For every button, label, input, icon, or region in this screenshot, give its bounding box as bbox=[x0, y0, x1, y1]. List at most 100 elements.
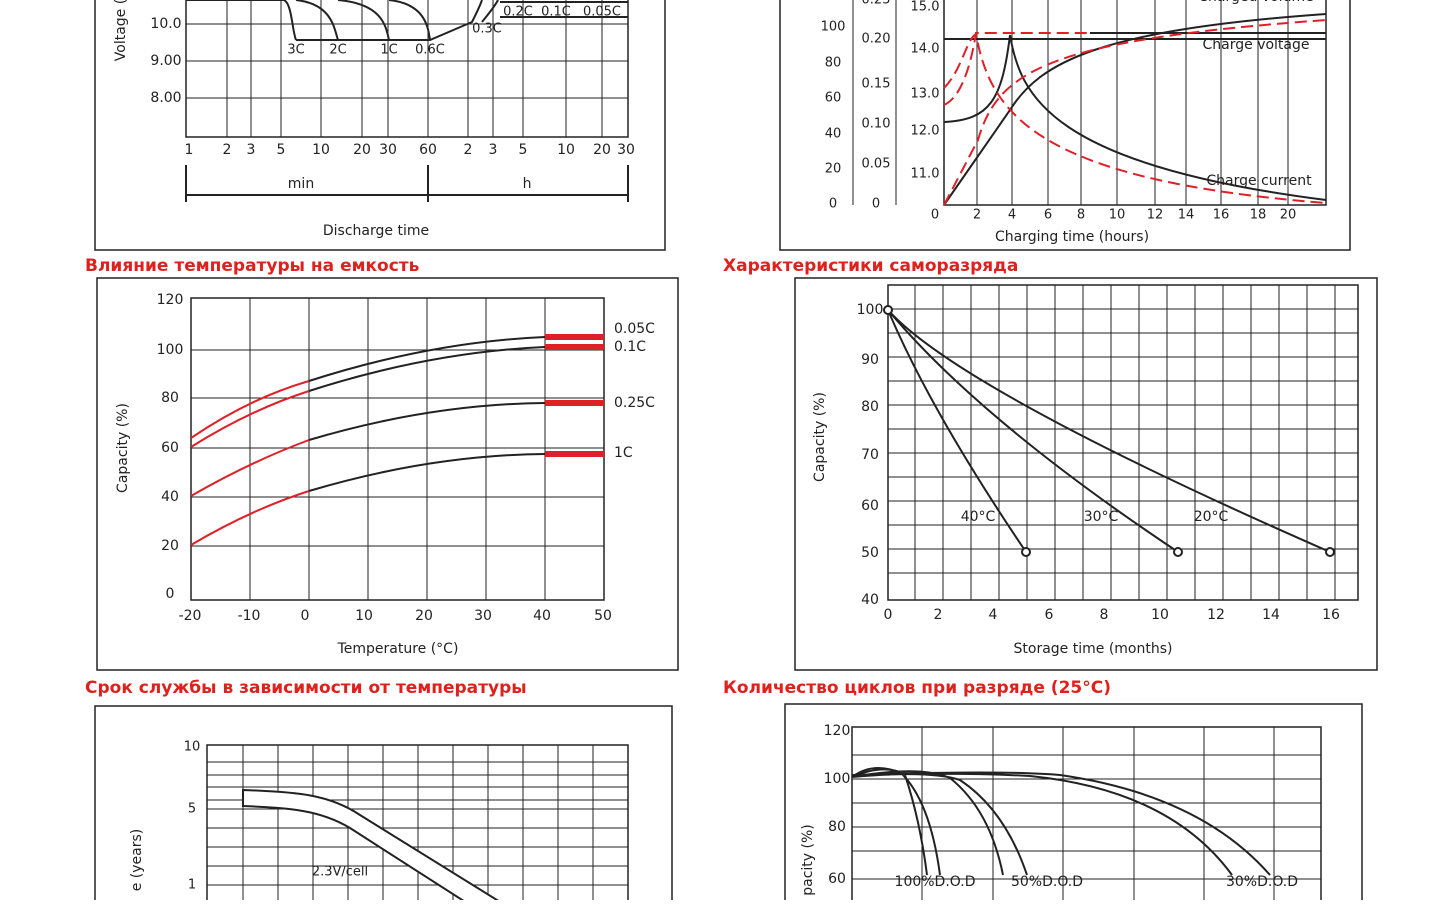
curve-label: 100%D.O.D bbox=[895, 874, 976, 890]
y-tick-label: 0.10 bbox=[862, 117, 891, 132]
y-tick-label: 100 bbox=[857, 302, 884, 318]
y-tick-label: 60 bbox=[828, 871, 846, 887]
y-tick-label: 0 bbox=[829, 197, 837, 212]
curve bbox=[943, 13, 1327, 206]
panel-frame bbox=[784, 703, 1363, 904]
curve-label: 0.2C bbox=[503, 5, 533, 20]
axis-title: Temperature (°C) bbox=[337, 641, 459, 657]
x-tick-label: 8 bbox=[1077, 208, 1085, 223]
curve bbox=[851, 767, 1271, 876]
plot-area bbox=[206, 744, 629, 904]
axis-title: Storage time (months) bbox=[1014, 641, 1173, 657]
section-heading: Характеристики саморазряда bbox=[723, 256, 1018, 276]
plot-area bbox=[943, 0, 1327, 206]
curve-label: 0.25C bbox=[614, 395, 655, 411]
axis-title: pacity (%) bbox=[800, 824, 816, 896]
curve-label: 1C bbox=[380, 43, 397, 58]
y-tick-label: 40 bbox=[861, 592, 879, 608]
curve-label: 3C bbox=[287, 43, 304, 58]
curve-label: Charge voltage bbox=[1203, 37, 1310, 53]
x-tick-label: 14 bbox=[1178, 208, 1195, 223]
section-heading: Влияние температуры на емкость bbox=[85, 256, 419, 276]
y-tick-label: 5 bbox=[188, 802, 196, 817]
x-tick-label: 2 bbox=[223, 142, 232, 158]
y-tick-label: 12.0 bbox=[911, 124, 940, 139]
curve bbox=[308, 336, 546, 492]
y-tick-label: 20 bbox=[825, 162, 842, 177]
y-tick-label: 60 bbox=[861, 498, 879, 514]
x-tick-label: 10 bbox=[312, 142, 330, 158]
curve-markers bbox=[883, 305, 1335, 557]
x-tick-label: 2 bbox=[464, 142, 473, 158]
curve-label: 30°C bbox=[1084, 509, 1119, 525]
x-tick-label: 4 bbox=[989, 607, 998, 623]
x-tick-label: 5 bbox=[519, 142, 528, 158]
unit-label: h bbox=[523, 176, 532, 192]
y-tick-label: 60 bbox=[161, 440, 179, 456]
curve-label: Charge current bbox=[1206, 173, 1312, 189]
x-tick-label: 0 bbox=[884, 607, 893, 623]
x-tick-label: 30 bbox=[379, 142, 397, 158]
y-tick-label: 0.25 bbox=[862, 0, 891, 8]
y-tick-label: 80 bbox=[161, 390, 179, 406]
x-tick-label: 30 bbox=[617, 142, 635, 158]
range-arrows bbox=[185, 165, 629, 202]
y-tick-label: 80 bbox=[861, 399, 879, 415]
curve-label: 40°C bbox=[961, 509, 996, 525]
y-tick-label: 11.0 bbox=[911, 167, 940, 182]
x-tick-label: 40 bbox=[533, 608, 551, 624]
x-tick-label: 10 bbox=[355, 608, 373, 624]
section-heading: Количество циклов при разряде (25°C) bbox=[723, 678, 1111, 698]
curve-label: 50%D.O.D bbox=[1011, 874, 1083, 890]
y-tick-label: 70 bbox=[861, 447, 879, 463]
x-tick-label: 20 bbox=[353, 142, 371, 158]
y-tick-label: 100 bbox=[157, 342, 184, 358]
plot-area bbox=[887, 284, 1359, 601]
curve-label: 0.3C bbox=[472, 22, 502, 37]
x-tick-label: 18 bbox=[1250, 208, 1267, 223]
x-tick-label: 5 bbox=[277, 142, 286, 158]
curve-label: 1C bbox=[614, 445, 633, 461]
x-tick-label: 6 bbox=[1044, 208, 1052, 223]
curve-label: Charged volume bbox=[1198, 0, 1313, 5]
y-tick-label: 0.20 bbox=[862, 32, 891, 47]
curve-label: 0.05C bbox=[614, 321, 655, 337]
unit-label: min bbox=[288, 176, 314, 192]
curve-label: 30%D.O.D bbox=[1226, 874, 1298, 890]
x-tick-label: 10 bbox=[557, 142, 575, 158]
curve-label: 2C bbox=[329, 43, 346, 58]
y-tick-label: 9.00 bbox=[150, 53, 181, 69]
x-tick-label: 6 bbox=[1045, 607, 1054, 623]
x-tick-label: 2 bbox=[934, 607, 943, 623]
y-tick-label: 80 bbox=[828, 819, 846, 835]
x-tick-label: 12 bbox=[1147, 208, 1164, 223]
axis-title: e (years) bbox=[129, 829, 145, 892]
curve-label: 0.6C bbox=[415, 43, 445, 58]
x-tick-label: 1 bbox=[185, 142, 194, 158]
y-tick-label: 8.00 bbox=[150, 90, 181, 106]
axis-title: Voltage ( bbox=[113, 0, 129, 61]
x-tick-label: 3 bbox=[489, 142, 498, 158]
y-tick-label: 0 bbox=[872, 197, 880, 212]
panel-frame bbox=[94, 705, 673, 904]
x-tick-label: 16 bbox=[1322, 607, 1340, 623]
y-tick-label: 50 bbox=[861, 545, 879, 561]
y-tick-label: 0 bbox=[166, 586, 175, 602]
x-tick-label: 12 bbox=[1207, 607, 1225, 623]
curve-label: 20°C bbox=[1194, 509, 1229, 525]
x-tick-label: 20 bbox=[593, 142, 611, 158]
curve bbox=[190, 380, 310, 546]
x-tick-label: 10 bbox=[1151, 607, 1169, 623]
x-tick-label: 2 bbox=[973, 208, 981, 223]
y-tick-label: 20 bbox=[161, 538, 179, 554]
y-tick-label: 13.0 bbox=[911, 87, 940, 102]
y-tick-label: 14.0 bbox=[911, 42, 940, 57]
curve-label: 0.05C bbox=[583, 5, 621, 20]
x-tick-label: 20 bbox=[415, 608, 433, 624]
x-tick-label: 16 bbox=[1213, 208, 1230, 223]
axis-title: Charging time (hours) bbox=[995, 229, 1149, 245]
curve-range bbox=[545, 334, 604, 457]
y-tick-label: 1 bbox=[188, 878, 196, 893]
